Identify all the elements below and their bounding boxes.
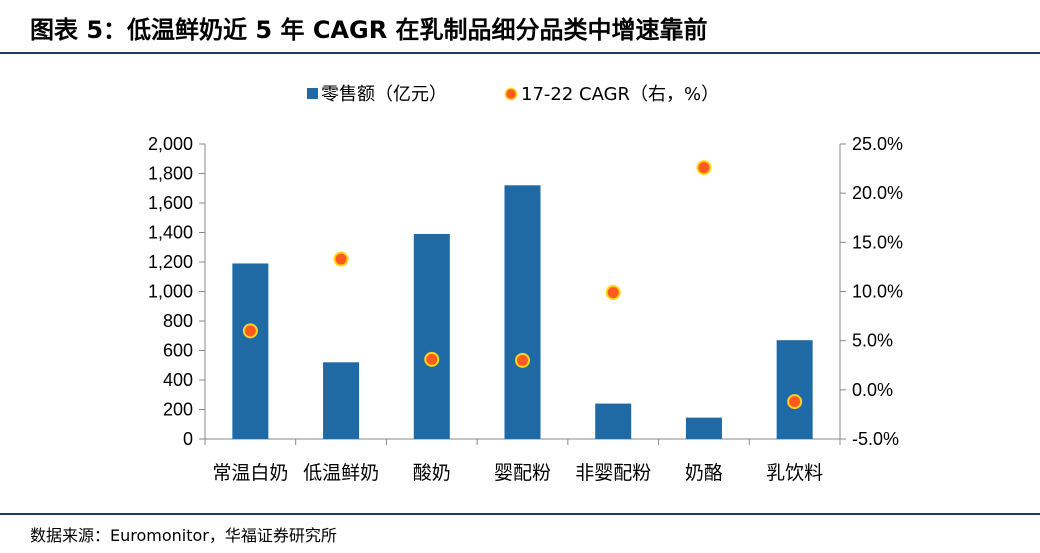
bar [685,417,722,439]
category-label: 奶酪 [685,462,723,484]
category-label: 非婴配粉 [575,462,651,484]
legend-dot-label: 17-22 CAGR（右，%） [521,84,719,105]
category-label: 婴配粉 [494,462,551,484]
legend-bar-label: 零售额（亿元） [321,84,447,105]
cagr-point [424,351,440,367]
left-tick-label: 1,400 [148,223,193,243]
left-tick-label: 0 [183,429,193,449]
right-tick-label: 5.0% [852,331,893,351]
right-tick-label: 20.0% [852,183,903,203]
bar [232,263,269,439]
left-tick-label: 1,200 [148,252,193,272]
category-label: 低温鲜奶 [303,462,379,484]
cagr-point [696,160,712,176]
legend-dot-swatch [504,87,518,101]
left-tick-label: 800 [163,311,193,331]
category-label: 常温白奶 [212,462,288,484]
category-label: 酸奶 [413,462,451,484]
right-tick-label: 10.0% [852,282,903,302]
figure-title: 图表 5：低温鲜奶近 5 年 CAGR 在乳制品细分品类中增速靠前 [30,16,708,44]
bar [413,233,450,439]
right-axis-ticks: -5.0% 0.0% 5.0% 10.0% 15.0% 20.0% 25.0% [840,134,903,449]
bar-series [232,185,813,439]
left-tick-label: 600 [163,341,193,361]
source-note: 数据来源：Euromonitor，华福证券研究所 [30,526,337,545]
right-tick-label: -5.0% [852,429,899,449]
left-tick-label: 1,000 [148,282,193,302]
left-tick-label: 400 [163,370,193,390]
bar [504,185,541,439]
left-tick-label: 2,000 [148,134,193,154]
legend-bar-swatch [307,88,318,99]
category-labels: 常温白奶 低温鲜奶 酸奶 婴配粉 非婴配粉 奶酪 乳饮料 [204,439,841,484]
cagr-point [333,251,349,267]
cagr-point [515,352,530,368]
bottom-rule [0,513,1040,515]
left-tick-label: 1,800 [148,164,193,184]
right-tick-label: 25.0% [852,134,903,154]
right-tick-label: 15.0% [852,232,903,252]
left-tick-label: 200 [163,400,193,420]
legend: 零售额（亿元） 17-22 CAGR（右，%） [307,84,719,105]
bar [776,340,813,439]
cagr-point [787,394,803,410]
cagr-point [605,284,621,300]
category-label: 乳饮料 [766,462,823,484]
bar [323,362,360,439]
left-tick-label: 1,600 [148,193,193,213]
cagr-series [242,160,803,410]
right-tick-label: 0.0% [852,380,893,400]
bar [595,403,632,439]
left-axis-ticks: 0 200 400 600 800 1,000 1,200 1,400 1,600 1,800 2,… [148,134,205,449]
cagr-point [242,323,258,339]
top-rule [0,52,1040,54]
